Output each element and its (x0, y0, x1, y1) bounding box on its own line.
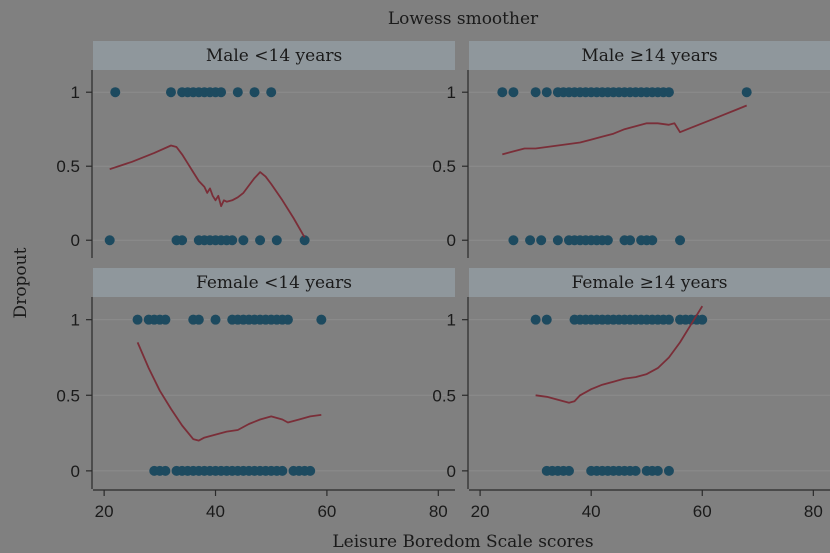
lowess-line (109, 144, 306, 238)
y-axis-label: Dropout (11, 247, 31, 318)
data-point (232, 87, 243, 98)
panel-1: Male <14 years 0 0.5 1 (56, 41, 455, 258)
data-point (525, 235, 536, 246)
data-point (216, 87, 227, 98)
panel-strip (469, 268, 830, 297)
data-point (625, 235, 636, 246)
data-point (663, 465, 674, 476)
data-point (193, 314, 204, 325)
data-point (282, 314, 293, 325)
data-point (530, 314, 541, 325)
data-point (697, 314, 708, 325)
panel-strip (469, 41, 830, 70)
data-point (663, 314, 674, 325)
data-point (552, 235, 563, 246)
y-tick-label: 1 (71, 311, 80, 330)
data-point (316, 314, 327, 325)
lowess-line (502, 104, 748, 156)
x-tick-label: 80 (429, 502, 448, 521)
data-point (266, 87, 277, 98)
panel-2: Male ≥14 years 0 0.5 1 (432, 41, 830, 258)
data-point (508, 235, 519, 246)
data-point (630, 465, 641, 476)
data-point (541, 87, 552, 98)
data-point (497, 87, 508, 98)
y-tick-label: 0.5 (432, 157, 456, 176)
panel-strip (93, 41, 455, 70)
y-tick-label: 0 (447, 462, 456, 481)
data-point (663, 87, 674, 98)
data-point (249, 87, 260, 98)
x-axis-label: Leisure Boredom Scale scores (332, 532, 593, 552)
data-point (227, 235, 238, 246)
x-tick-label: 60 (693, 502, 712, 521)
panel-title: Female <14 years (196, 273, 352, 293)
panel-strip (93, 268, 455, 297)
y-tick-label: 0.5 (56, 386, 80, 405)
data-point (647, 235, 658, 246)
x-tick-label: 60 (317, 502, 336, 521)
lowess-line (136, 342, 322, 442)
y-tick-label: 0.5 (56, 157, 80, 176)
data-point (104, 235, 115, 246)
data-point (541, 314, 552, 325)
y-tick-label: 1 (71, 83, 80, 102)
y-tick-label: 0 (447, 231, 456, 250)
x-tick-label: 40 (582, 502, 601, 521)
y-tick-label: 1 (447, 83, 456, 102)
data-point (110, 87, 121, 98)
data-point (255, 235, 266, 246)
panel-title: Female ≥14 years (571, 273, 727, 293)
data-point (210, 314, 221, 325)
y-tick-label: 1 (447, 311, 456, 330)
data-point (165, 87, 176, 98)
data-point (132, 314, 143, 325)
x-tick-label: 20 (471, 502, 490, 521)
data-point (652, 465, 663, 476)
panel-title: Male ≥14 years (581, 46, 717, 66)
data-point (160, 314, 171, 325)
x-tick-label: 20 (95, 502, 114, 521)
data-point (238, 235, 249, 246)
data-point (536, 235, 547, 246)
data-point (277, 465, 288, 476)
chart-title: Lowess smoother (388, 9, 539, 29)
lowess-line (535, 305, 704, 404)
data-point (305, 465, 316, 476)
data-point (160, 465, 171, 476)
data-point (563, 465, 574, 476)
x-tick-label: 40 (206, 502, 225, 521)
data-point (741, 87, 752, 98)
data-point (530, 87, 541, 98)
y-tick-label: 0 (71, 231, 80, 250)
data-point (602, 235, 613, 246)
data-point (299, 235, 310, 246)
panel-3: Female <14 years 0 0.5 1 20 40 60 80 (56, 268, 455, 521)
x-tick-label: 80 (804, 502, 823, 521)
data-point (508, 87, 519, 98)
y-tick-label: 0 (71, 462, 80, 481)
data-point (675, 235, 686, 246)
panel-4: Female ≥14 years 0 0.5 1 20 40 60 80 (432, 268, 830, 521)
data-point (177, 235, 188, 246)
y-tick-label: 0.5 (432, 386, 456, 405)
panel-title: Male <14 years (206, 46, 342, 66)
data-point (271, 235, 282, 246)
